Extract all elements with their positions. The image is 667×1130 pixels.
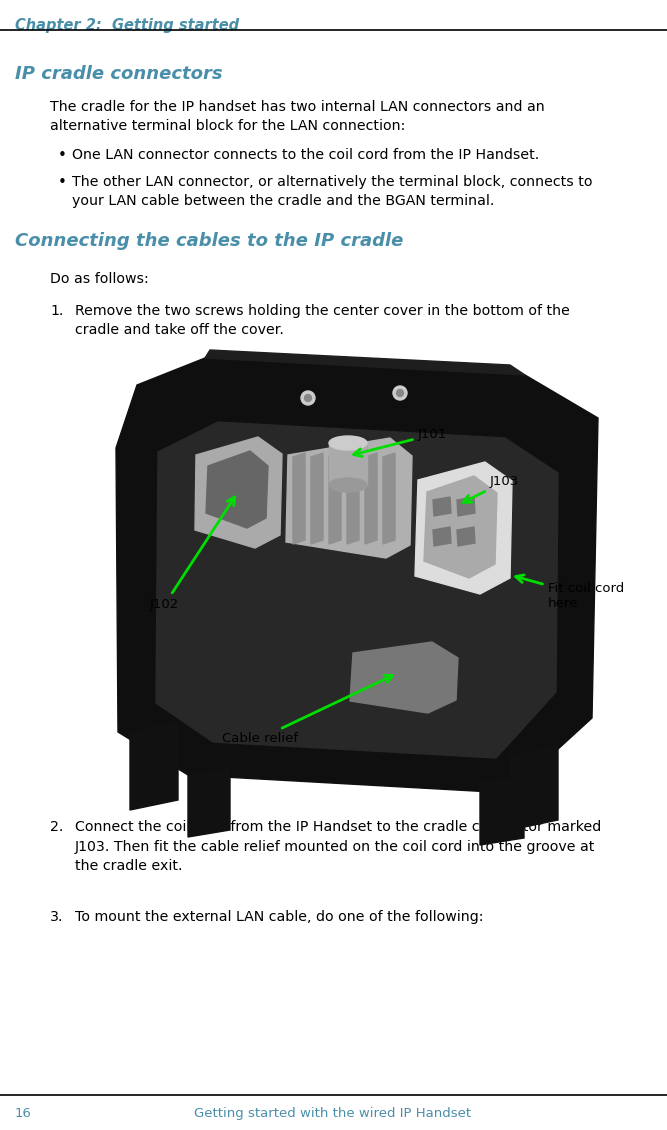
Polygon shape: [365, 453, 377, 544]
Text: 16: 16: [15, 1107, 32, 1120]
Polygon shape: [433, 527, 451, 546]
Text: Do as follows:: Do as follows:: [50, 272, 149, 286]
Polygon shape: [293, 453, 305, 544]
Circle shape: [305, 394, 311, 401]
Circle shape: [301, 391, 315, 405]
Text: Fit coil cord
here: Fit coil cord here: [516, 575, 624, 610]
Polygon shape: [329, 443, 367, 485]
Polygon shape: [457, 527, 475, 546]
Text: To mount the external LAN cable, do one of the following:: To mount the external LAN cable, do one …: [75, 910, 484, 924]
Text: 3.: 3.: [50, 910, 63, 924]
Polygon shape: [433, 497, 451, 516]
Text: 1.: 1.: [50, 304, 63, 318]
Polygon shape: [130, 722, 178, 810]
Text: The other LAN connector, or alternatively the terminal block, connects to
your L: The other LAN connector, or alternativel…: [72, 175, 592, 209]
Text: J102: J102: [150, 497, 235, 611]
Polygon shape: [195, 437, 282, 548]
Text: IP cradle connectors: IP cradle connectors: [15, 66, 223, 82]
Text: 2.: 2.: [50, 820, 63, 834]
Text: The cradle for the IP handset has two internal LAN connectors and an
alternative: The cradle for the IP handset has two in…: [50, 99, 545, 133]
Polygon shape: [311, 453, 323, 544]
Polygon shape: [347, 453, 359, 544]
Text: One LAN connector connects to the coil cord from the IP Handset.: One LAN connector connects to the coil c…: [72, 148, 539, 162]
Text: Getting started with the wired IP Handset: Getting started with the wired IP Handse…: [195, 1107, 472, 1120]
Polygon shape: [383, 453, 395, 544]
Text: •: •: [58, 175, 67, 190]
Circle shape: [396, 390, 404, 397]
Polygon shape: [415, 462, 512, 594]
Text: J103: J103: [464, 475, 519, 503]
Polygon shape: [188, 768, 230, 837]
Polygon shape: [350, 642, 458, 713]
Polygon shape: [510, 745, 558, 831]
Text: Connecting the cables to the IP cradle: Connecting the cables to the IP cradle: [15, 232, 404, 250]
Polygon shape: [116, 358, 598, 793]
Text: Cable relief: Cable relief: [222, 676, 393, 745]
Text: •: •: [58, 148, 67, 163]
Text: Connect the coil cord from the IP Handset to the cradle connector marked
J103. T: Connect the coil cord from the IP Handse…: [75, 820, 601, 873]
Polygon shape: [206, 451, 268, 528]
Ellipse shape: [329, 436, 367, 450]
Text: J101: J101: [354, 428, 448, 457]
Ellipse shape: [329, 478, 367, 492]
Polygon shape: [424, 476, 497, 579]
Polygon shape: [329, 453, 341, 544]
Polygon shape: [457, 497, 475, 516]
Polygon shape: [286, 438, 412, 558]
Polygon shape: [205, 350, 525, 375]
Polygon shape: [156, 421, 558, 758]
Circle shape: [393, 386, 407, 400]
Text: Remove the two screws holding the center cover in the bottom of the
cradle and t: Remove the two screws holding the center…: [75, 304, 570, 338]
Polygon shape: [480, 776, 524, 845]
Text: Chapter 2:  Getting started: Chapter 2: Getting started: [15, 18, 239, 33]
